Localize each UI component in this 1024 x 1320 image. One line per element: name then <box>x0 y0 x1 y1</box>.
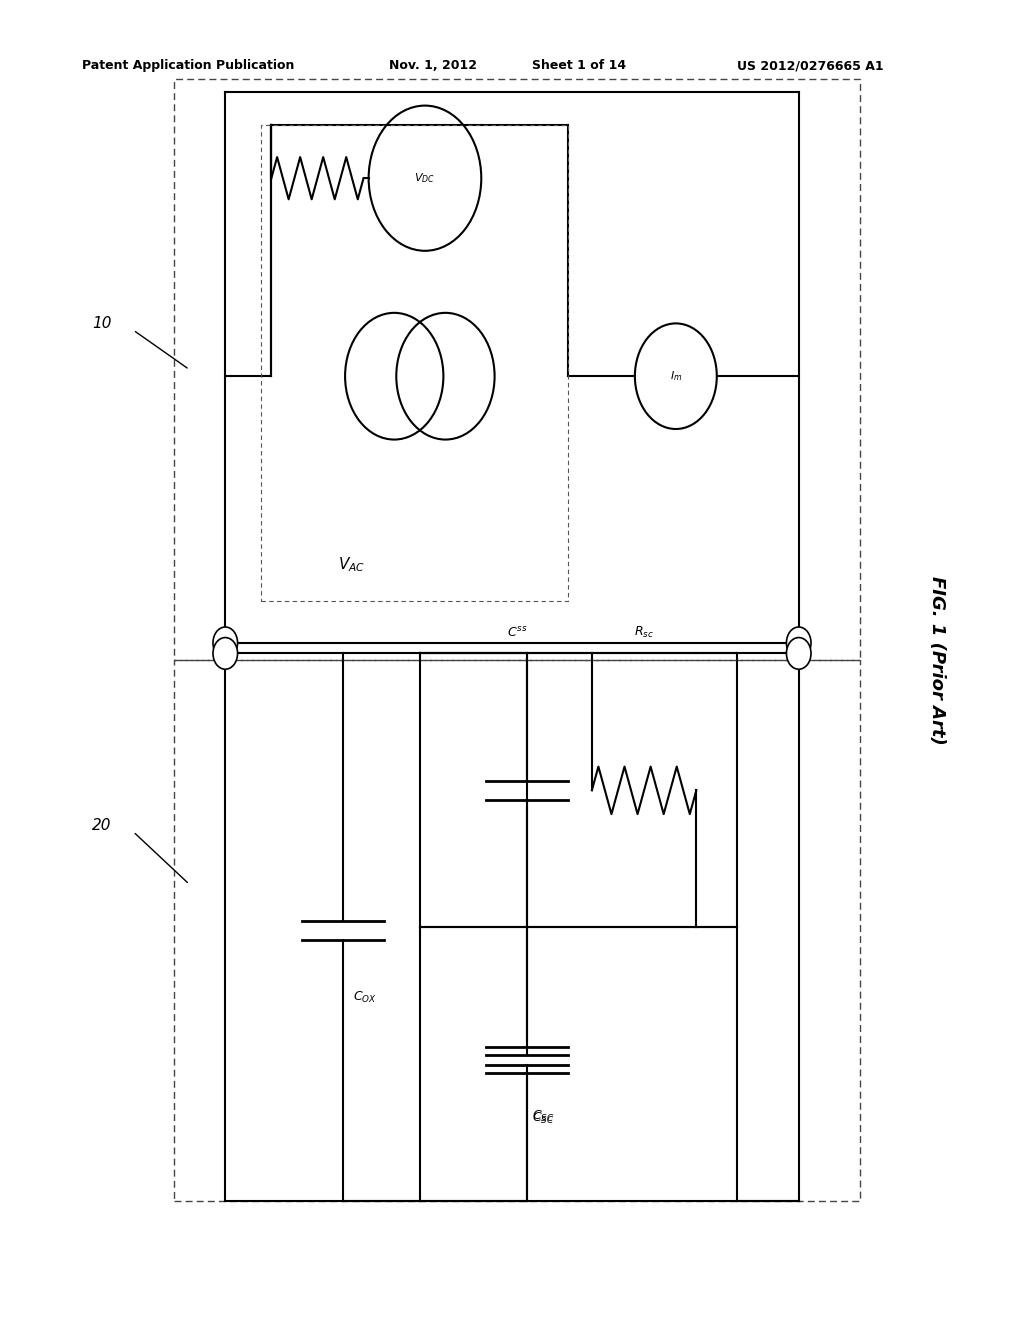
Text: 20: 20 <box>92 817 112 833</box>
Text: $V_{DC}$: $V_{DC}$ <box>415 172 435 185</box>
Text: $I_m$: $I_m$ <box>670 370 682 383</box>
Text: $C_{SC}$: $C_{SC}$ <box>532 1110 555 1126</box>
Circle shape <box>786 627 811 659</box>
Text: Nov. 1, 2012: Nov. 1, 2012 <box>389 59 477 73</box>
Text: $C_{SC}$: $C_{SC}$ <box>532 1109 555 1123</box>
Text: Sheet 1 of 14: Sheet 1 of 14 <box>532 59 627 73</box>
Bar <box>174 660 860 1201</box>
Circle shape <box>791 632 807 653</box>
Text: $C^{ss}$: $C^{ss}$ <box>507 626 527 640</box>
Bar <box>261 125 568 601</box>
Bar <box>174 79 860 660</box>
Text: $C_{OX}$: $C_{OX}$ <box>353 990 377 1005</box>
Circle shape <box>217 632 233 653</box>
Text: Patent Application Publication: Patent Application Publication <box>82 59 294 73</box>
Text: 10: 10 <box>92 315 112 331</box>
Text: $R_{sc}$: $R_{sc}$ <box>634 626 654 640</box>
Circle shape <box>213 638 238 669</box>
Circle shape <box>213 627 238 659</box>
Circle shape <box>786 638 811 669</box>
Text: $V_{AC}$: $V_{AC}$ <box>338 556 365 574</box>
Text: US 2012/0276665 A1: US 2012/0276665 A1 <box>737 59 884 73</box>
Text: FIG. 1 (Prior Art): FIG. 1 (Prior Art) <box>928 576 946 744</box>
